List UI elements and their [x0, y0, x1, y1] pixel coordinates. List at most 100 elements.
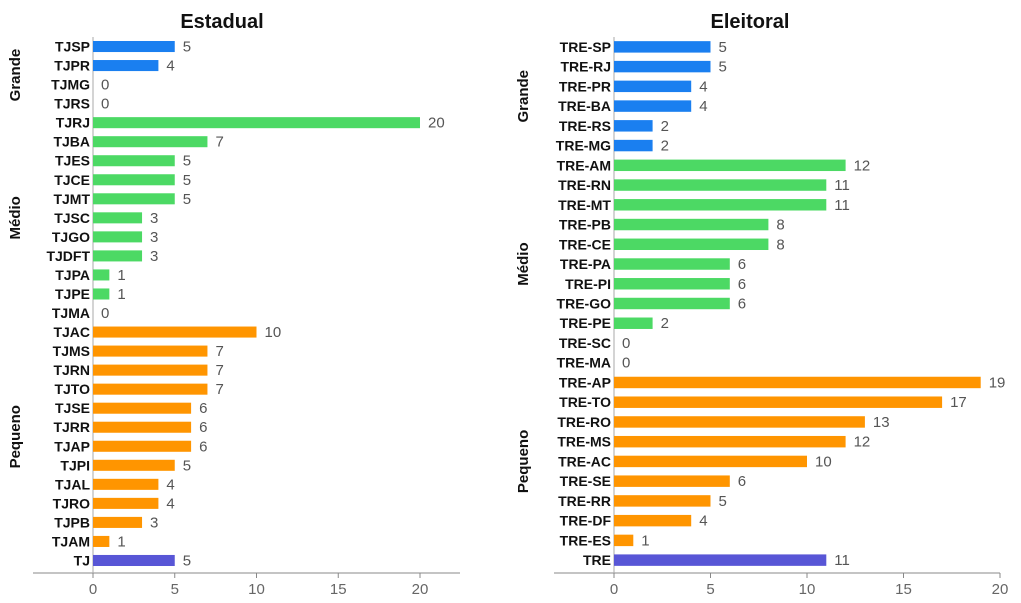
bar-tre-pa — [614, 258, 730, 270]
data-label: 0 — [101, 77, 109, 94]
bar-tre-df — [614, 514, 692, 527]
bar-tjam — [93, 535, 110, 547]
category-label: TRE-MT — [558, 197, 611, 213]
data-label: 17 — [950, 394, 967, 411]
data-label: 7 — [215, 381, 223, 398]
bar-tre-es — [614, 534, 634, 547]
data-label: 6 — [738, 276, 746, 293]
category-label: TJDFT — [46, 248, 90, 264]
data-label: 10 — [265, 324, 282, 341]
category-label: TRE-PR — [559, 78, 611, 94]
data-label: 10 — [815, 453, 832, 470]
category-label: TRE-AC — [558, 453, 611, 469]
bar-tjrr — [93, 421, 192, 433]
category-label: TRE-RR — [558, 493, 611, 509]
bar-tjes — [93, 155, 175, 167]
data-label: 3 — [150, 210, 158, 227]
category-label: TRE-MA — [557, 355, 611, 371]
category-label: TJPA — [55, 267, 90, 283]
chart-title: Estadual — [180, 11, 263, 33]
bar-tre-pb — [614, 218, 769, 231]
category-label: TRE-BA — [558, 98, 611, 114]
data-label: 5 — [719, 493, 727, 510]
bar-tjpa — [93, 269, 110, 281]
category-label: TRE — [583, 552, 611, 568]
data-label: 0 — [622, 335, 630, 352]
data-label: 12 — [854, 434, 871, 451]
group-label: Grande — [515, 70, 532, 123]
bar-tre-sp — [614, 41, 711, 53]
category-label: TRE-PE — [560, 315, 611, 331]
group-label: Pequeno — [7, 405, 24, 468]
bar-tjsc — [93, 212, 143, 224]
category-label: TRE-SE — [560, 473, 611, 489]
data-label: 5 — [719, 59, 727, 76]
x-tick-label: 10 — [799, 581, 816, 598]
category-label: TJPI — [60, 457, 90, 473]
data-label: 6 — [738, 473, 746, 490]
x-tick-label: 5 — [171, 581, 179, 598]
data-label: 1 — [641, 532, 649, 549]
data-label: 4 — [699, 78, 707, 95]
chart-title: Eleitoral — [711, 11, 790, 33]
bar-tjpe — [93, 288, 110, 300]
bar-tjba — [93, 136, 208, 148]
category-label: TJPB — [54, 514, 90, 530]
x-tick-label: 20 — [992, 581, 1009, 598]
data-label: 2 — [661, 138, 669, 155]
data-label: 4 — [166, 495, 174, 512]
bar-tjms — [93, 345, 208, 357]
bar-tj — [93, 554, 175, 567]
x-tick-label: 0 — [610, 581, 618, 598]
bar-tre-ms — [614, 435, 846, 448]
data-label: 7 — [215, 362, 223, 379]
data-label: 5 — [183, 457, 191, 474]
category-label: TRE-RN — [558, 177, 611, 193]
bar-tjac — [93, 326, 257, 338]
data-label: 0 — [101, 96, 109, 113]
category-label: TJTO — [54, 381, 90, 397]
data-label: 1 — [117, 533, 125, 550]
category-label: TRE-DF — [560, 513, 612, 529]
category-label: TJMG — [51, 77, 90, 93]
bar-tre-rs — [614, 120, 653, 132]
bar-tre-pr — [614, 80, 692, 93]
category-label: TRE-MG — [556, 138, 611, 154]
category-label: TJRS — [54, 96, 90, 112]
x-tick-label: 20 — [412, 581, 429, 598]
bar-tre-to — [614, 396, 943, 408]
bar-tjrn — [93, 364, 208, 376]
category-label: TJMS — [53, 343, 90, 359]
category-label: TRE-AM — [557, 157, 611, 173]
data-label: 5 — [183, 153, 191, 170]
bar-tre-ro — [614, 416, 865, 428]
category-label: TJAM — [52, 533, 90, 549]
data-label: 11 — [834, 552, 850, 569]
data-label: 8 — [776, 236, 784, 253]
category-label: TJSP — [55, 39, 90, 55]
category-label: TJRJ — [56, 115, 90, 131]
category-label: TRE-PI — [565, 276, 611, 292]
bar-tjce — [93, 174, 175, 186]
category-label: TJMA — [52, 305, 90, 321]
data-label: 0 — [622, 355, 630, 372]
bar-tre-mt — [614, 199, 827, 211]
data-label: 3 — [150, 514, 158, 531]
bar-tre-rj — [614, 60, 711, 73]
group-label: Médio — [515, 242, 532, 285]
x-tick-label: 5 — [706, 581, 714, 598]
category-label: TRE-RO — [557, 414, 611, 430]
bar-tre-am — [614, 159, 846, 172]
category-label: TRE-PA — [560, 256, 611, 272]
category-label: TJBA — [53, 134, 90, 150]
data-label: 5 — [183, 172, 191, 189]
category-label: TJES — [55, 153, 90, 169]
data-label: 6 — [199, 438, 207, 455]
data-label: 2 — [661, 315, 669, 332]
bar-tre-rr — [614, 495, 711, 507]
data-label: 4 — [699, 98, 707, 115]
data-label: 0 — [101, 305, 109, 322]
category-label: TRE-SP — [560, 39, 611, 55]
